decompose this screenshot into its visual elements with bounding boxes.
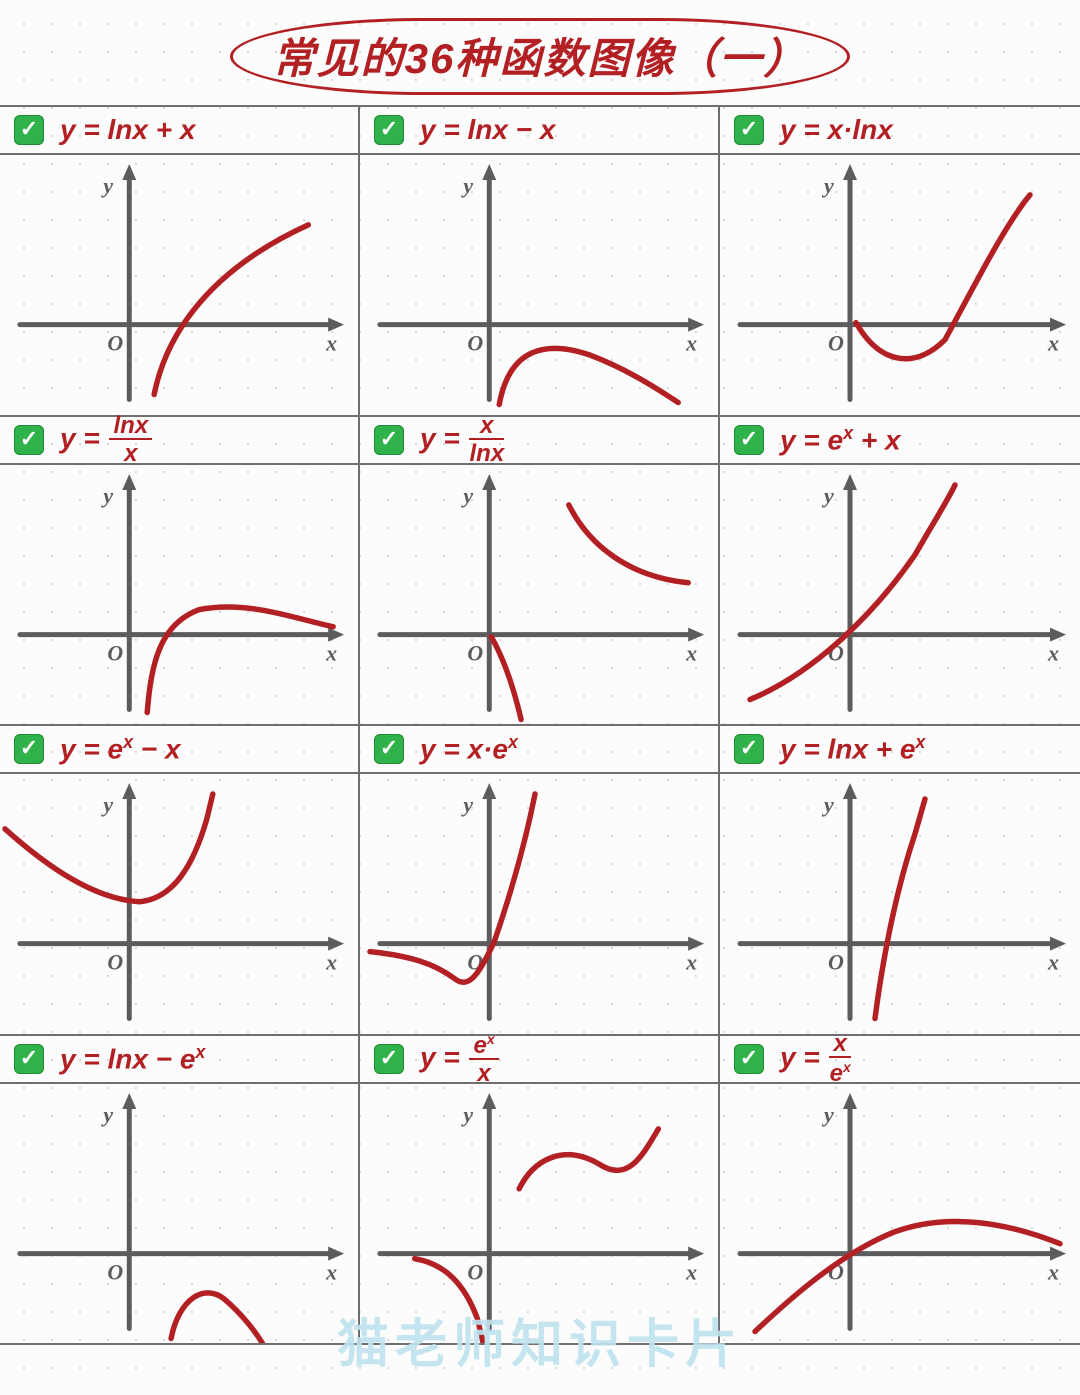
- cell-header: ✓ y = x·ex: [360, 726, 718, 774]
- check-icon: ✓: [734, 115, 764, 145]
- function-cell: ✓ y = xex O x y: [720, 1036, 1080, 1346]
- svg-text:O: O: [828, 331, 844, 356]
- title-container: 常见的36种函数图像（一）: [0, 0, 1080, 105]
- function-plot: O x y: [0, 465, 358, 725]
- svg-text:y: y: [460, 482, 473, 507]
- svg-text:x: x: [1047, 640, 1059, 665]
- cell-header: ✓ y = xex: [720, 1036, 1080, 1084]
- function-formula: y = ex − x: [60, 732, 181, 765]
- svg-text:O: O: [107, 950, 123, 975]
- function-plot: O x y: [360, 1084, 718, 1344]
- function-formula: y = x·ex: [420, 732, 518, 765]
- svg-text:x: x: [685, 331, 697, 356]
- check-icon: ✓: [14, 425, 44, 455]
- function-formula: y = lnx − ex: [60, 1042, 205, 1075]
- function-formula: y = lnxx: [60, 414, 154, 466]
- function-cell: ✓ y = x·ex O x y: [360, 726, 720, 1036]
- svg-text:O: O: [828, 950, 844, 975]
- function-cell: ✓ y = x·lnx O x y: [720, 107, 1080, 417]
- function-formula: y = xlnx: [420, 414, 506, 466]
- svg-text:x: x: [685, 640, 697, 665]
- function-plot: O x y: [360, 465, 718, 725]
- svg-text:y: y: [821, 482, 834, 507]
- check-icon: ✓: [14, 1044, 44, 1074]
- cell-header: ✓ y = ex − x: [0, 726, 358, 774]
- function-cell: ✓ y = ex + x O x y: [720, 417, 1080, 727]
- svg-text:y: y: [100, 173, 113, 198]
- function-formula: y = lnx − x: [420, 114, 555, 146]
- svg-text:x: x: [1047, 950, 1059, 975]
- function-cell: ✓ y = lnx + x O x y: [0, 107, 360, 417]
- function-formula: y = exx: [420, 1032, 501, 1086]
- function-plot: O x y: [360, 155, 718, 415]
- svg-text:O: O: [467, 331, 483, 356]
- cell-header: ✓ y = lnx + x: [0, 107, 358, 155]
- function-cell: ✓ y = lnx − x O x y: [360, 107, 720, 417]
- check-icon: ✓: [374, 115, 404, 145]
- function-cell: ✓ y = xlnx O x y: [360, 417, 720, 727]
- svg-text:y: y: [460, 1101, 473, 1126]
- function-formula: y = x·lnx: [780, 114, 893, 146]
- check-icon: ✓: [734, 425, 764, 455]
- svg-text:y: y: [460, 792, 473, 817]
- function-cell: ✓ y = exx O x y: [360, 1036, 720, 1346]
- function-plot: O x y: [0, 774, 358, 1034]
- function-plot: O x y: [0, 1084, 358, 1344]
- svg-text:O: O: [467, 640, 483, 665]
- cell-header: ✓ y = xlnx: [360, 417, 718, 465]
- check-icon: ✓: [734, 734, 764, 764]
- svg-text:O: O: [107, 331, 123, 356]
- svg-text:x: x: [325, 950, 337, 975]
- function-cell: ✓ y = lnx − ex O x y: [0, 1036, 360, 1346]
- function-plot: O x y: [720, 774, 1080, 1034]
- svg-text:x: x: [325, 1259, 337, 1284]
- svg-text:x: x: [325, 640, 337, 665]
- function-formula: y = xex: [780, 1032, 853, 1086]
- cell-header: ✓ y = x·lnx: [720, 107, 1080, 155]
- svg-text:y: y: [821, 173, 834, 198]
- svg-text:y: y: [460, 173, 473, 198]
- svg-text:y: y: [100, 792, 113, 817]
- svg-text:O: O: [107, 640, 123, 665]
- function-formula: y = lnx + ex: [780, 732, 925, 765]
- svg-text:y: y: [821, 792, 834, 817]
- svg-text:y: y: [821, 1101, 834, 1126]
- function-cell: ✓ y = lnx + ex O x y: [720, 726, 1080, 1036]
- check-icon: ✓: [14, 115, 44, 145]
- svg-text:O: O: [467, 1259, 483, 1284]
- check-icon: ✓: [374, 734, 404, 764]
- svg-text:x: x: [1047, 331, 1059, 356]
- page-title: 常见的36种函数图像（一）: [230, 18, 851, 95]
- cell-header: ✓ y = exx: [360, 1036, 718, 1084]
- function-plot: O x y: [720, 155, 1080, 415]
- svg-text:x: x: [325, 331, 337, 356]
- cell-header: ✓ y = lnx − ex: [0, 1036, 358, 1084]
- check-icon: ✓: [14, 734, 44, 764]
- function-grid: ✓ y = lnx + x O x y ✓ y = lnx − x: [0, 105, 1080, 1345]
- function-cell: ✓ y = lnxx O x y: [0, 417, 360, 727]
- function-formula: y = ex + x: [780, 423, 901, 456]
- function-plot: O x y: [0, 155, 358, 415]
- function-cell: ✓ y = ex − x O x y: [0, 726, 360, 1036]
- svg-text:x: x: [1047, 1259, 1059, 1284]
- cell-header: ✓ y = ex + x: [720, 417, 1080, 465]
- svg-text:x: x: [685, 950, 697, 975]
- function-plot: O x y: [720, 465, 1080, 725]
- cell-header: ✓ y = lnx − x: [360, 107, 718, 155]
- check-icon: ✓: [374, 1044, 404, 1074]
- svg-text:x: x: [685, 1259, 697, 1284]
- function-formula: y = lnx + x: [60, 114, 195, 146]
- function-plot: O x y: [720, 1084, 1080, 1344]
- svg-text:y: y: [100, 1101, 113, 1126]
- check-icon: ✓: [374, 425, 404, 455]
- svg-text:y: y: [100, 482, 113, 507]
- check-icon: ✓: [734, 1044, 764, 1074]
- cell-header: ✓ y = lnxx: [0, 417, 358, 465]
- cell-header: ✓ y = lnx + ex: [720, 726, 1080, 774]
- svg-text:O: O: [107, 1259, 123, 1284]
- function-plot: O x y: [360, 774, 718, 1034]
